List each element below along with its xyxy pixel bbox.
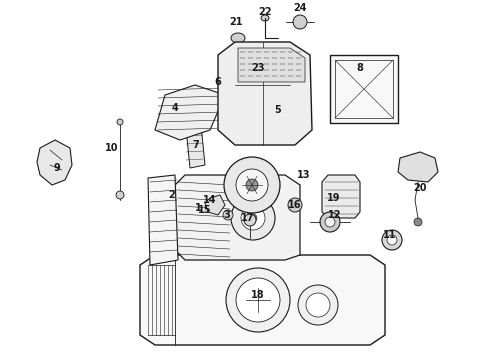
Circle shape [288, 198, 302, 212]
Text: 7: 7 [193, 140, 199, 150]
Polygon shape [148, 175, 178, 265]
Text: 22: 22 [258, 7, 272, 17]
Circle shape [272, 99, 284, 111]
Text: 18: 18 [251, 290, 265, 300]
Polygon shape [155, 85, 225, 140]
Circle shape [246, 179, 258, 191]
Circle shape [298, 285, 338, 325]
Circle shape [387, 235, 397, 245]
Text: 3: 3 [223, 210, 230, 220]
Circle shape [116, 191, 124, 199]
Circle shape [293, 15, 307, 29]
Circle shape [224, 157, 280, 213]
Circle shape [236, 278, 280, 322]
Circle shape [257, 67, 267, 77]
Text: 9: 9 [53, 163, 60, 173]
Text: 24: 24 [293, 3, 307, 13]
Circle shape [249, 214, 257, 222]
Ellipse shape [261, 15, 269, 21]
Text: 19: 19 [327, 193, 341, 203]
Text: 8: 8 [357, 63, 364, 73]
Text: 15: 15 [198, 205, 212, 215]
Text: 13: 13 [297, 170, 311, 180]
Text: 10: 10 [105, 143, 119, 153]
Circle shape [325, 217, 335, 227]
Text: 16: 16 [288, 200, 302, 210]
Bar [335, 60, 393, 118]
Bar [330, 55, 398, 123]
Circle shape [226, 268, 290, 332]
Polygon shape [238, 48, 305, 82]
Circle shape [117, 119, 123, 125]
Circle shape [306, 293, 330, 317]
Text: 20: 20 [413, 183, 427, 193]
Ellipse shape [231, 33, 245, 43]
Polygon shape [398, 152, 438, 182]
Text: 14: 14 [203, 195, 217, 205]
Text: 5: 5 [274, 105, 281, 115]
Circle shape [382, 230, 402, 250]
Text: 2: 2 [169, 190, 175, 200]
Polygon shape [140, 255, 385, 345]
Text: 1: 1 [195, 203, 201, 213]
Text: 11: 11 [383, 230, 397, 240]
Polygon shape [37, 140, 72, 185]
Polygon shape [322, 175, 360, 218]
Circle shape [223, 210, 233, 220]
Text: 6: 6 [215, 77, 221, 87]
Circle shape [231, 196, 275, 240]
Text: 17: 17 [241, 213, 255, 223]
Circle shape [236, 169, 268, 201]
Polygon shape [205, 195, 225, 215]
Circle shape [244, 214, 256, 226]
Polygon shape [218, 42, 312, 145]
Circle shape [241, 206, 265, 230]
Text: 12: 12 [328, 210, 342, 220]
Polygon shape [175, 175, 300, 260]
Circle shape [320, 212, 340, 232]
Circle shape [222, 52, 228, 58]
Polygon shape [185, 115, 205, 168]
Text: 21: 21 [229, 17, 243, 27]
Text: 4: 4 [172, 103, 178, 113]
Text: 23: 23 [251, 63, 265, 73]
Circle shape [414, 218, 422, 226]
